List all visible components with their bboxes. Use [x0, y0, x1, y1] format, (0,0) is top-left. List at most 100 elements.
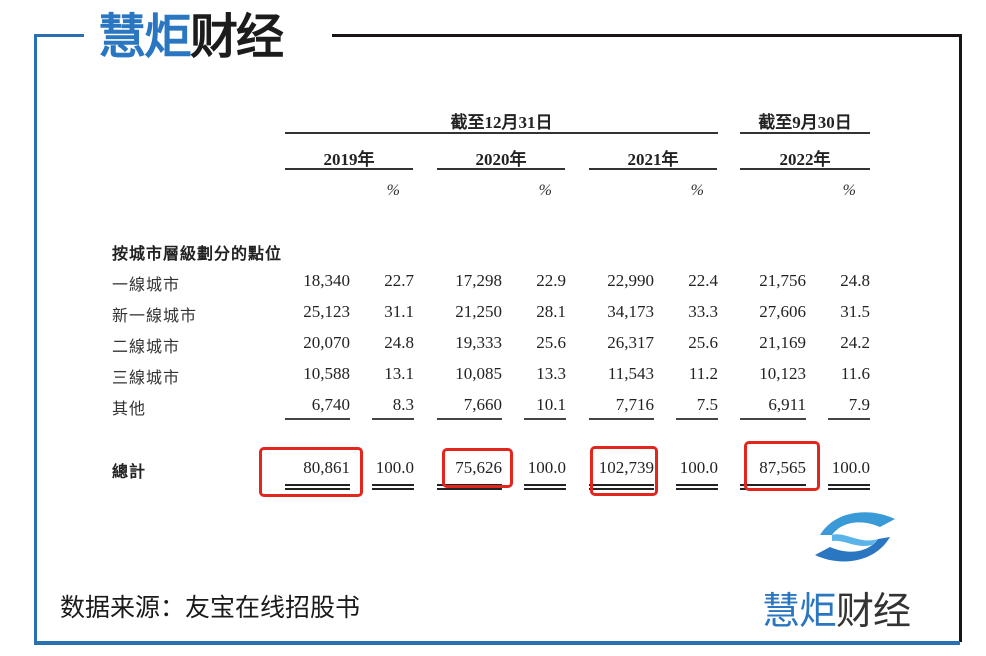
table-cell: 7.5: [696, 395, 718, 414]
group-header-rule: [740, 132, 870, 134]
year-rule: [437, 168, 565, 170]
year-header-2022: 2022年: [779, 150, 831, 169]
table-cell: 10,123: [759, 364, 806, 383]
table-cell: 22,990: [607, 271, 654, 290]
total-double-rule: [828, 484, 870, 490]
subtotal-rule: [740, 418, 806, 420]
total-cell: 75,626: [455, 458, 502, 477]
highlight-box-2020-total: [442, 448, 513, 488]
table-cell: 25.6: [536, 333, 566, 352]
pct-symbol: %: [842, 182, 856, 199]
subtotal-rule: [828, 418, 870, 420]
table-cell: 22.7: [384, 271, 414, 290]
group-header-sep30: 截至9月30日: [758, 113, 852, 132]
header-logo: 慧炬 财经: [92, 4, 289, 65]
row-label: 一線城市: [112, 275, 181, 294]
table-cell: 20,070: [303, 333, 350, 352]
pct-symbol: %: [386, 182, 400, 199]
table-cell: 31.5: [840, 302, 870, 321]
table-cell: 18,340: [303, 271, 350, 290]
table-cell: 24.8: [840, 271, 870, 290]
section-title: 按城市層級劃分的點位: [112, 244, 283, 263]
year-rule: [589, 168, 717, 170]
row-label: 二線城市: [112, 337, 181, 356]
row-label: 新一線城市: [112, 306, 198, 325]
table-cell: 10.1: [536, 395, 566, 414]
table-cell: 28.1: [536, 302, 566, 321]
table-cell: 31.1: [384, 302, 414, 321]
total-cell: 100.0: [375, 458, 414, 477]
total-double-rule: [285, 484, 350, 490]
frame-border-left: [34, 34, 37, 644]
year-rule: [740, 168, 870, 170]
total-cell: 100.0: [679, 458, 718, 477]
subtotal-rule: [437, 418, 502, 420]
table-cell: 26,317: [607, 333, 654, 352]
table-cell: 6,740: [311, 395, 350, 414]
table-cell: 10,588: [303, 364, 350, 383]
frame-border-right: [959, 34, 962, 642]
brand-emblem-icon: [800, 505, 910, 570]
table-cell: 7,716: [615, 395, 654, 414]
highlight-box-2022-total: [744, 441, 820, 491]
group-header-dec31: 截至12月31日: [450, 113, 553, 132]
table-cell: 6,911: [768, 395, 806, 414]
table-cell: 17,298: [455, 271, 502, 290]
total-cell: 100.0: [831, 458, 870, 477]
total-label: 總計: [112, 462, 147, 481]
table-cell: 22.4: [688, 271, 718, 290]
table-cell: 7,660: [463, 395, 502, 414]
frame-border-top-right: [332, 34, 962, 37]
table-cell: 19,333: [455, 333, 502, 352]
year-header-2021: 2021年: [627, 150, 679, 169]
table-cell: 24.2: [840, 333, 870, 352]
total-cell: 80,861: [303, 458, 350, 477]
total-cell: 87,565: [759, 458, 806, 477]
wordmark-text-dark: 财经: [836, 589, 911, 633]
table-cell: 13.1: [384, 364, 414, 383]
table-cell: 21,250: [455, 302, 502, 321]
subtotal-rule: [372, 418, 414, 420]
total-double-rule: [524, 484, 566, 490]
table-cell: 10,085: [455, 364, 502, 383]
table-cell: 7.9: [848, 395, 870, 414]
data-source-text: 数据来源：友宝在线招股书: [60, 593, 361, 622]
table-cell: 11.6: [840, 364, 870, 383]
table-cell: 21,756: [759, 271, 806, 290]
wordmark-text-blue: 慧炬: [762, 589, 837, 633]
row-label: 三線城市: [112, 368, 181, 387]
subtotal-rule: [285, 418, 350, 420]
total-cell: 102,739: [598, 458, 654, 477]
total-double-rule: [589, 484, 654, 490]
subtotal-rule: [676, 418, 718, 420]
table-cell: 13.3: [536, 364, 566, 383]
row-label: 其他: [112, 399, 147, 418]
highlight-box-2019-total: [259, 447, 363, 497]
total-cell: 100.0: [527, 458, 566, 477]
table-cell: 34,173: [607, 302, 654, 321]
total-double-rule: [372, 484, 414, 490]
table-cell: 24.8: [384, 333, 414, 352]
group-header-rule: [285, 132, 718, 134]
pct-symbol: %: [538, 182, 552, 199]
table-cell: 25,123: [303, 302, 350, 321]
table-cell: 11.2: [688, 364, 718, 383]
highlight-box-2021-total: [590, 446, 658, 496]
logo-text-blue: 慧炬: [98, 9, 192, 65]
table-cell: 21,169: [759, 333, 806, 352]
year-rule: [285, 168, 413, 170]
footer-wordmark: 慧炬财经: [762, 580, 911, 635]
table-cell: 22.9: [536, 271, 566, 290]
table-cell: 8.3: [392, 395, 414, 414]
pct-symbol: %: [690, 182, 704, 199]
year-header-2020: 2020年: [475, 150, 527, 169]
year-header-2019: 2019年: [323, 150, 375, 169]
table-cell: 33.3: [688, 302, 718, 321]
frame-border-top-left: [34, 34, 84, 37]
total-double-rule: [676, 484, 718, 490]
table-cell: 11,543: [607, 364, 654, 383]
table-cell: 25.6: [688, 333, 718, 352]
subtotal-rule: [524, 418, 566, 420]
subtotal-rule: [589, 418, 654, 420]
city-tier-table: 截至12月31日 截至9月30日 2019年 2020年 2021年 2022年…: [112, 113, 870, 497]
